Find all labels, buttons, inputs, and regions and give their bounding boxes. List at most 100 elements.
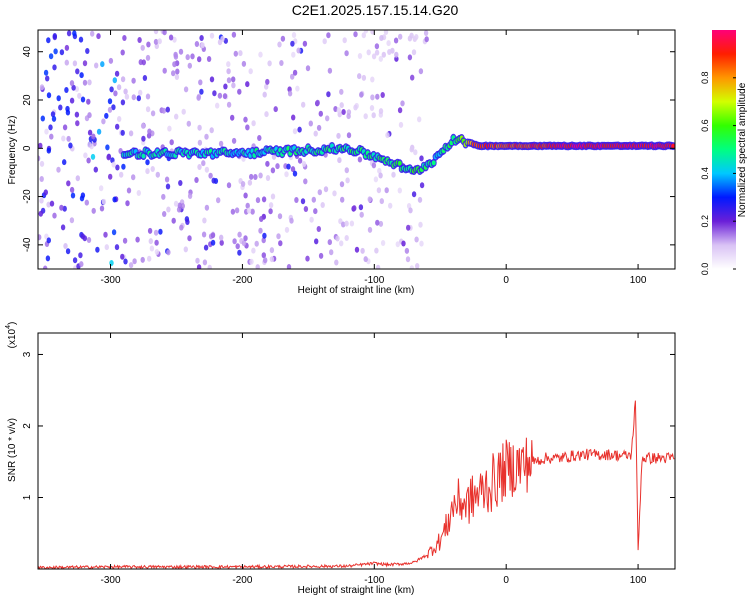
- heatmap-cell: [72, 257, 78, 264]
- heatmap-cell: [230, 114, 235, 121]
- heatmap-cell: [196, 264, 202, 269]
- heatmap-cell: [243, 116, 248, 123]
- heatmap-cell: [332, 190, 337, 197]
- heatmap-cell: [64, 44, 70, 51]
- heatmap-cell: [65, 109, 71, 116]
- heatmap-cell: [413, 149, 418, 156]
- heatmap-cell: [109, 86, 114, 93]
- heatmap-cell: [62, 124, 68, 131]
- heatmap-cell: [162, 67, 167, 74]
- heatmap-cell: [278, 240, 283, 247]
- heatmap-cell: [72, 30, 77, 37]
- heatmap-cell: [80, 192, 86, 199]
- heatmap-cell: [280, 35, 286, 42]
- heatmap-cell: [185, 219, 190, 225]
- heatmap-cell: [212, 90, 217, 97]
- heatmap-cell: [411, 49, 417, 56]
- heatmap-cell: [409, 265, 414, 269]
- heatmap-cell: [258, 227, 263, 234]
- heatmap-cell: [301, 101, 306, 108]
- snr-series-line: [38, 400, 675, 569]
- heatmap-cell: [301, 161, 307, 167]
- heatmap-cell: [165, 183, 171, 190]
- heatmap-cell: [269, 256, 275, 263]
- heatmap-cell: [197, 139, 203, 146]
- heatmap-cell: [248, 68, 253, 75]
- heatmap-cell: [265, 78, 270, 85]
- heatmap-cell: [123, 258, 128, 265]
- heatmap-cell: [207, 264, 212, 269]
- heatmap-cell: [77, 92, 82, 99]
- heatmap-cell: [209, 76, 215, 83]
- heatmap-cell: [114, 244, 120, 251]
- heatmap-cell: [341, 221, 346, 228]
- heatmap-cell: [59, 49, 65, 56]
- heatmap-cell: [209, 32, 215, 39]
- heatmap-cell: [120, 49, 125, 56]
- heatmap-cell: [398, 121, 404, 128]
- heatmap-cell: [336, 132, 341, 139]
- heatmap-cell: [122, 35, 127, 41]
- heatmap-cell: [292, 170, 298, 177]
- heatmap-cell: [87, 112, 92, 119]
- heatmap-cell: [135, 236, 140, 243]
- heatmap-cell: [128, 262, 134, 269]
- heatmap-cell: [241, 240, 247, 247]
- heatmap-cell: [145, 159, 150, 166]
- x-tick-label: -100: [364, 275, 384, 286]
- heatmap-cell: [50, 111, 56, 118]
- heatmap-cell: [115, 123, 120, 130]
- heatmap-cell: [241, 60, 247, 67]
- heatmap-cell: [71, 84, 76, 91]
- heatmap-cell: [223, 37, 228, 44]
- heatmap-cell: [196, 94, 201, 101]
- heatmap-cell: [313, 130, 318, 137]
- heatmap-cell: [199, 88, 204, 95]
- heatmap-cell: [165, 106, 170, 113]
- heatmap-cell: [424, 36, 429, 43]
- heatmap-cell: [290, 73, 295, 80]
- heatmap-cell: [107, 106, 113, 113]
- heatmap-cell: [240, 181, 246, 187]
- heatmap-cell: [131, 77, 136, 84]
- heatmap-cell: [146, 41, 151, 48]
- heatmap-cell: [166, 206, 171, 213]
- heatmap-cell: [210, 232, 216, 239]
- heatmap-cell: [218, 140, 224, 147]
- heatmap-cell: [178, 48, 184, 55]
- heatmap-cell: [61, 159, 67, 166]
- heatmap-cell: [371, 162, 377, 169]
- heatmap-cell: [187, 235, 192, 242]
- heatmap-cell: [418, 68, 424, 75]
- heatmap-cell: [234, 207, 240, 214]
- heatmap-cell: [367, 226, 373, 233]
- heatmap-cell: [114, 70, 120, 77]
- heatmap-cell: [258, 51, 263, 58]
- heatmap-cell: [315, 99, 320, 106]
- heatmap-cell: [202, 259, 208, 266]
- heatmap-cell: [175, 68, 180, 75]
- heatmap-cell: [70, 192, 76, 199]
- heatmap-cell: [75, 68, 80, 75]
- heatmap-cell: [131, 94, 136, 101]
- heatmap-cell: [257, 135, 262, 141]
- heatmap-cell: [326, 91, 331, 98]
- heatmap-cell: [262, 232, 267, 239]
- heatmap-cell: [357, 53, 363, 59]
- heatmap-cell: [177, 202, 182, 209]
- heatmap-cell: [411, 191, 417, 198]
- heatmap-cell: [264, 83, 269, 90]
- heatmap-cell: [385, 132, 390, 139]
- heatmap-cell: [49, 133, 54, 140]
- heatmap-cell: [38, 142, 43, 149]
- colorbar-label: Normalized spectral amplitude: [737, 82, 748, 217]
- heatmap-cell: [247, 179, 253, 186]
- heatmap-cell: [346, 113, 351, 120]
- snr-xlabel: Height of straight line (km): [298, 585, 415, 596]
- figure-title: C2E1.2025.157.15.14.G20: [291, 2, 459, 18]
- heatmap-cell: [405, 256, 411, 263]
- heatmap-cell: [39, 160, 45, 167]
- heatmap-cell: [91, 207, 96, 214]
- heatmap-cell: [261, 196, 267, 203]
